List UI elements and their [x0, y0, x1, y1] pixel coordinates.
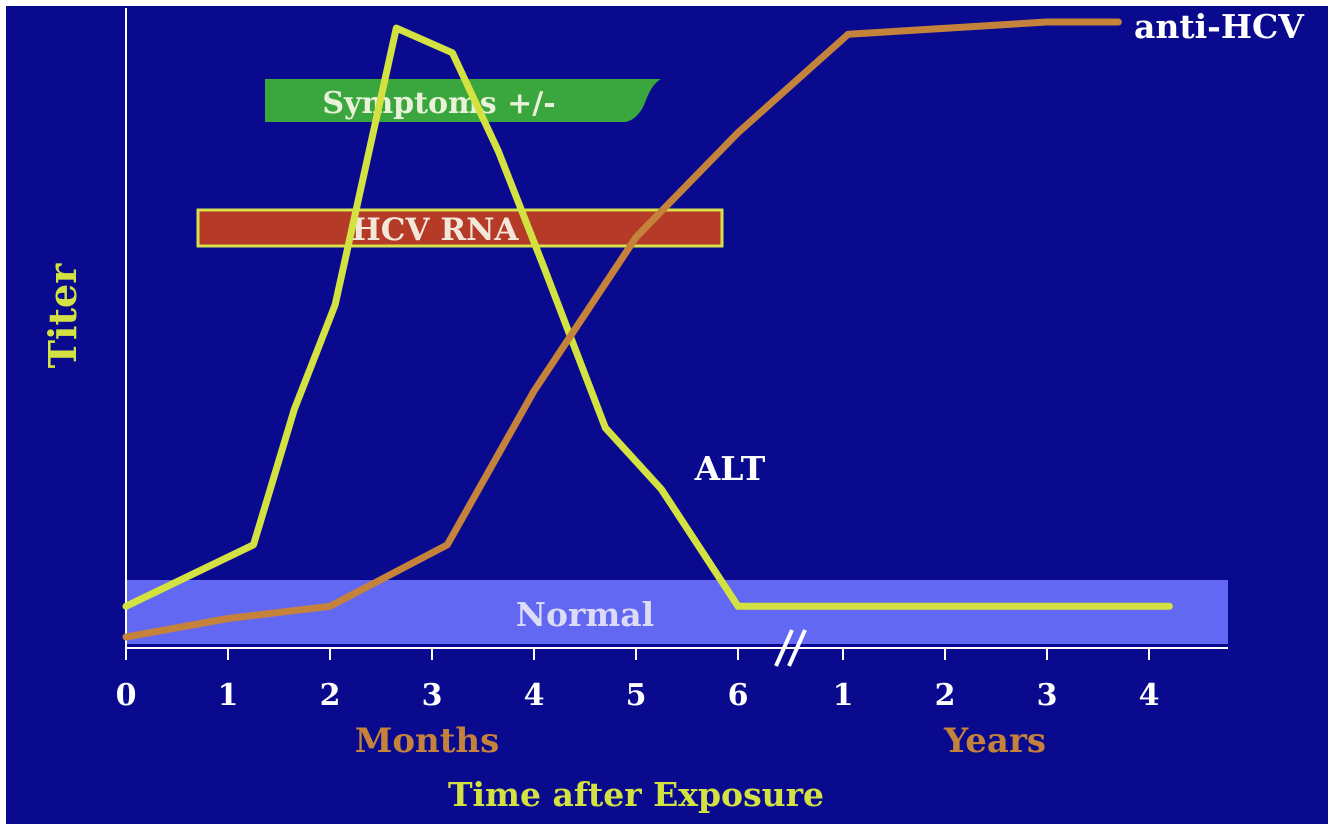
symptoms-band — [265, 79, 661, 122]
month-5-tick-label: 5 — [626, 678, 647, 713]
y-axis-title: Titer — [40, 263, 85, 368]
year-1-tick-label: 1 — [833, 678, 854, 713]
axis-break — [774, 629, 807, 667]
series-line-alt — [122, 24, 1173, 610]
year-2-tick-label: 2 — [935, 678, 956, 713]
hcv-rna-band — [196, 208, 724, 248]
series-line-anti-hcv — [122, 18, 1122, 641]
month-2-tick-label: 2 — [320, 678, 341, 713]
year-3-tick-label: 3 — [1037, 678, 1058, 713]
year-4-tick-label: 4 — [1139, 678, 1160, 713]
month-0-tick-label: 0 — [116, 678, 137, 713]
alt-label: ALT — [694, 449, 766, 488]
chart-background — [6, 6, 1328, 824]
x-axis-title: Time after Exposure — [448, 775, 824, 814]
symptoms-band-label: Symptoms +/- — [322, 86, 555, 121]
anti-hcv-label: anti-HCV — [1134, 7, 1305, 46]
month-6-tick-label: 6 — [728, 678, 749, 713]
months-label: Months — [355, 721, 500, 761]
normal-band-label: Normal — [516, 595, 654, 634]
month-4-tick-label: 4 — [524, 678, 545, 713]
years-label: Years — [943, 721, 1046, 761]
month-1-tick-label: 1 — [218, 678, 239, 713]
month-3-tick-label: 3 — [422, 678, 443, 713]
hcv-rna-band-label: HCV RNA — [352, 212, 520, 248]
